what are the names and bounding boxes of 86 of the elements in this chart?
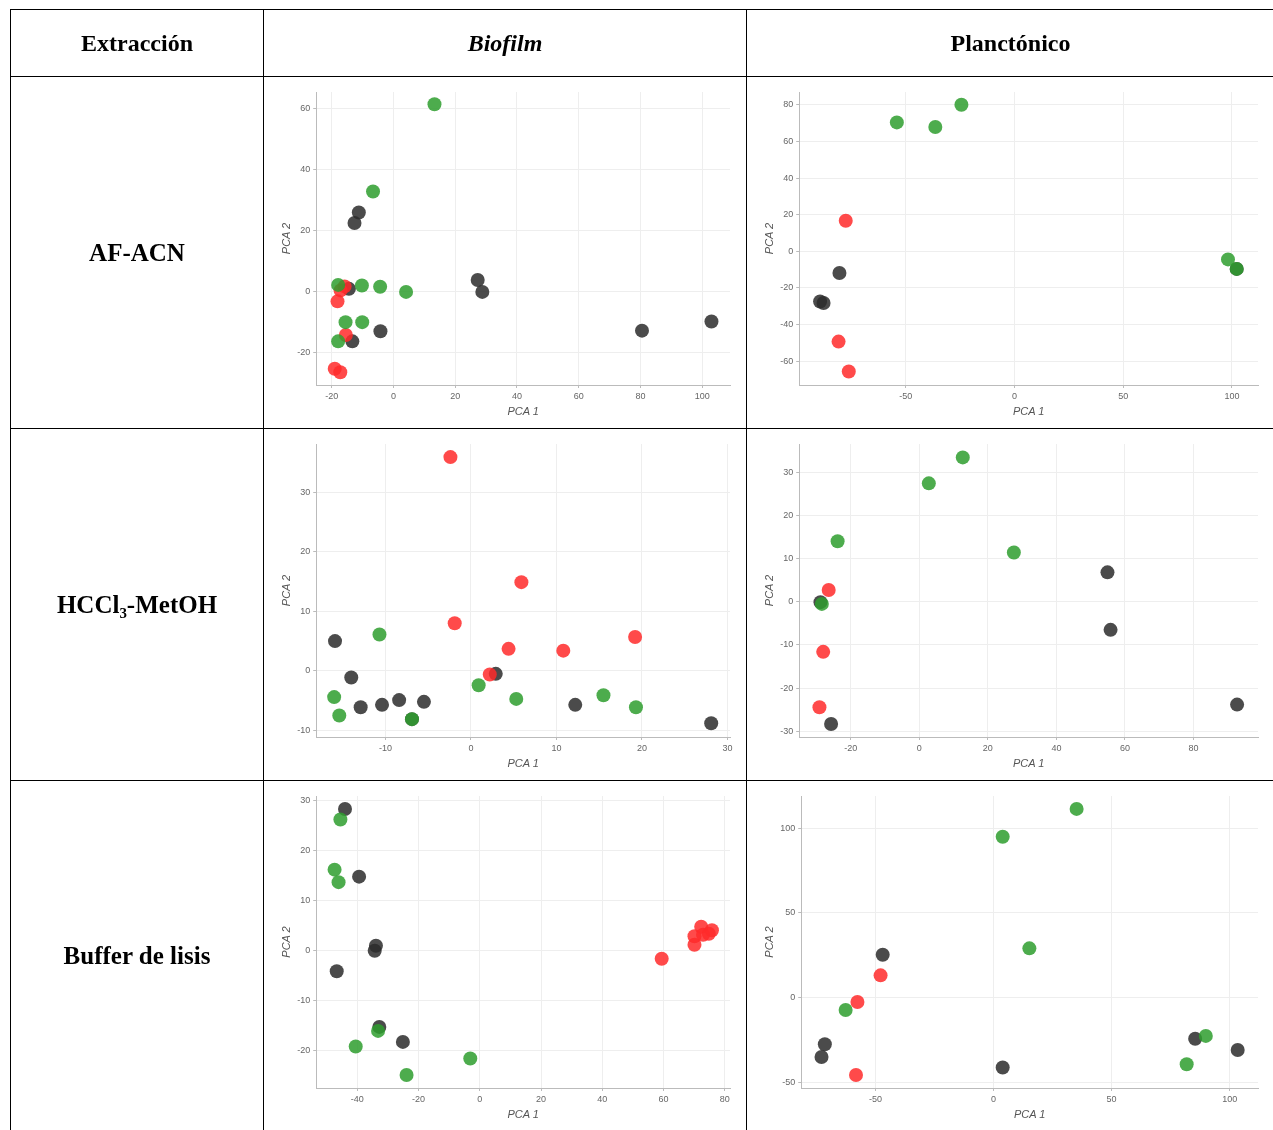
y-tick-label: 0 — [787, 245, 793, 256]
x-tick-label: 0 — [1011, 390, 1017, 401]
text: Extracción — [81, 29, 193, 57]
y-tick-label: -10 — [779, 638, 793, 649]
x-tick-label: 20 — [636, 742, 647, 753]
x-tick-label: 20 — [535, 1093, 546, 1104]
x-tick-label: 20 — [982, 742, 993, 753]
y-tick-label: 60 — [782, 135, 793, 146]
y-axis-title: PCA 2 — [762, 574, 775, 606]
text: Biofilm — [467, 29, 543, 57]
text: AF-ACN — [89, 238, 185, 267]
y-tick-label: 30 — [782, 466, 793, 477]
x-tick-label: -20 — [324, 390, 338, 401]
y-tick-label: 0 — [304, 664, 310, 675]
y-tick-label: 0 — [787, 595, 793, 606]
y-axis-title: PCA 2 — [279, 574, 292, 606]
y-tick-label: 40 — [782, 172, 793, 183]
y-tick-label: 30 — [299, 794, 310, 805]
y-tick-label: 20 — [299, 844, 310, 855]
x-tick-label: 40 — [1050, 742, 1061, 753]
y-tick-label: 80 — [782, 98, 793, 109]
y-axis-title: PCA 2 — [279, 925, 292, 958]
x-tick-label: 40 — [511, 390, 522, 401]
y-tick-label: 30 — [299, 486, 310, 497]
y-tick-label: -20 — [296, 1044, 310, 1055]
y-tick-label: 0 — [304, 944, 310, 955]
text: Buffer de lisis — [63, 942, 211, 970]
x-tick-label: 80 — [634, 390, 645, 401]
y-tick-label: -20 — [779, 281, 793, 292]
y-axis-title: PCA 2 — [762, 222, 775, 254]
x-tick-label: -50 — [868, 1093, 882, 1104]
y-tick-label: 10 — [299, 605, 310, 616]
y-tick-label: 0 — [304, 285, 310, 296]
x-tick-label: 0 — [390, 390, 396, 401]
x-tick-label: 0 — [476, 1093, 482, 1104]
y-tick-label: -10 — [296, 724, 310, 735]
y-tick-label: 0 — [789, 991, 795, 1002]
x-axis-title: PCA 1 — [1012, 404, 1044, 417]
text: Planctónico — [950, 29, 1071, 57]
y-tick-label: -50 — [781, 1076, 795, 1087]
y-tick-label: 40 — [299, 163, 310, 174]
x-axis-title: PCA 1 — [506, 404, 539, 417]
y-tick-label: 10 — [299, 894, 310, 905]
x-tick-label: -50 — [898, 390, 912, 401]
x-tick-label: 80 — [719, 1093, 730, 1104]
y-tick-label: 100 — [779, 822, 795, 833]
y-tick-label: 20 — [782, 208, 793, 219]
y-tick-label: 20 — [299, 545, 310, 556]
y-tick-label: -60 — [779, 355, 793, 366]
x-tick-label: 100 — [1221, 1093, 1237, 1104]
y-tick-label: -20 — [296, 346, 310, 357]
x-tick-label: 10 — [550, 742, 561, 753]
y-tick-label: -40 — [779, 318, 793, 329]
y-tick-label: 20 — [299, 224, 310, 235]
y-tick-label: 20 — [782, 509, 793, 520]
x-tick-label: 40 — [596, 1093, 607, 1104]
x-tick-label: 50 — [1117, 390, 1128, 401]
y-axis-title: PCA 2 — [762, 925, 775, 958]
text: HCCl₃-MetOH — [56, 590, 218, 619]
x-tick-label: 20 — [449, 390, 460, 401]
x-tick-label: 0 — [990, 1093, 996, 1104]
x-tick-label: 0 — [916, 742, 922, 753]
x-tick-label: -10 — [378, 742, 392, 753]
x-tick-label: -20 — [843, 742, 857, 753]
x-tick-label: 60 — [573, 390, 584, 401]
x-axis-title: PCA 1 — [506, 1107, 539, 1120]
x-tick-label: -40 — [350, 1093, 364, 1104]
y-tick-label: -10 — [296, 994, 310, 1005]
y-tick-label: 10 — [782, 552, 793, 563]
x-tick-label: 60 — [658, 1093, 669, 1104]
x-tick-label: 100 — [694, 390, 710, 401]
x-axis-title: PCA 1 — [506, 756, 539, 769]
x-tick-label: 50 — [1106, 1093, 1117, 1104]
x-axis-title: PCA 1 — [1012, 756, 1044, 769]
y-tick-label: -30 — [779, 725, 793, 736]
x-tick-label: 100 — [1223, 390, 1239, 401]
x-tick-label: 0 — [467, 742, 473, 753]
x-tick-label: 30 — [721, 742, 732, 753]
y-tick-label: 50 — [784, 906, 795, 917]
x-tick-label: 60 — [1119, 742, 1130, 753]
x-axis-title: PCA 1 — [1013, 1107, 1045, 1120]
y-tick-label: -20 — [779, 682, 793, 693]
y-axis-title: PCA 2 — [279, 222, 292, 254]
x-tick-label: 80 — [1188, 742, 1199, 753]
y-tick-label: 60 — [299, 102, 310, 113]
x-tick-label: -20 — [411, 1093, 425, 1104]
